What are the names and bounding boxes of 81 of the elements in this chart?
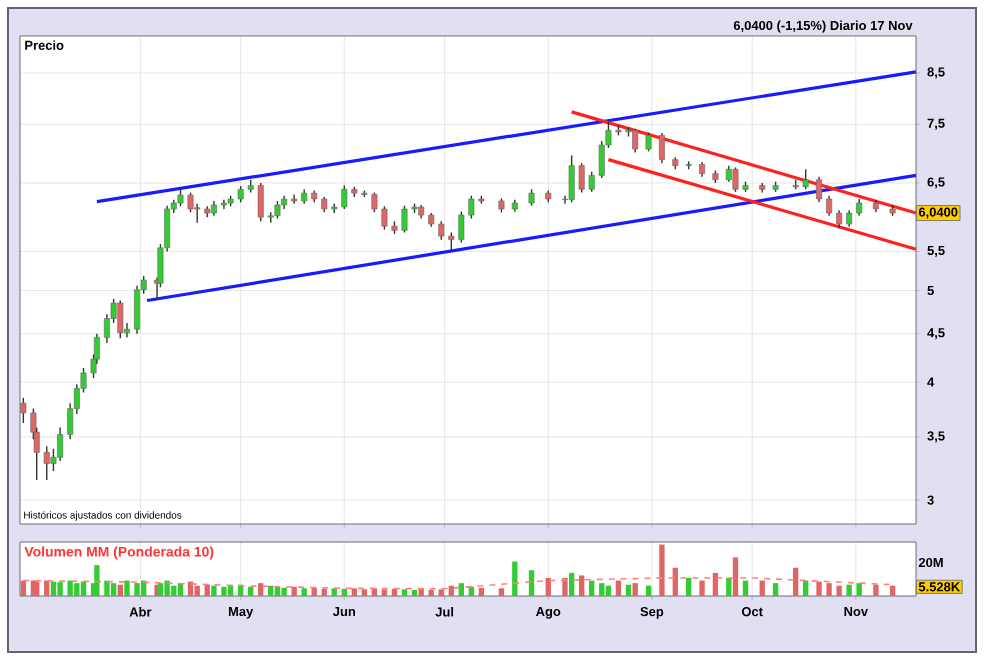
bar — [301, 588, 307, 596]
candlestick — [291, 193, 298, 205]
bar — [856, 583, 862, 596]
bar — [124, 580, 130, 596]
bar — [311, 587, 317, 596]
bar — [211, 585, 217, 596]
bar — [625, 584, 632, 596]
bar — [401, 589, 408, 596]
bar — [57, 582, 63, 596]
bar — [816, 581, 822, 596]
bar — [411, 589, 418, 596]
candlestick — [816, 175, 823, 204]
bar — [258, 583, 264, 596]
bar — [194, 585, 200, 596]
bar — [391, 588, 398, 596]
bar — [742, 580, 749, 596]
bar — [341, 588, 347, 596]
bar — [110, 583, 117, 596]
bar — [545, 578, 551, 596]
candlestick — [632, 127, 639, 154]
bar — [50, 581, 57, 596]
candlestick — [134, 284, 140, 335]
bar — [428, 589, 434, 596]
bar — [632, 583, 638, 596]
bar — [579, 575, 585, 596]
bar — [448, 585, 454, 596]
bar — [361, 589, 368, 596]
bar — [117, 584, 123, 596]
bar — [889, 585, 896, 596]
bar — [94, 565, 100, 596]
bar — [204, 584, 210, 596]
bar — [659, 544, 665, 596]
candlestick — [117, 299, 124, 340]
bar — [221, 586, 227, 596]
bar — [562, 578, 568, 596]
bar — [248, 586, 254, 596]
candlestick — [826, 195, 833, 217]
bar — [291, 586, 297, 596]
bar — [732, 557, 739, 596]
bar — [873, 584, 879, 596]
bar — [104, 580, 110, 596]
bar — [672, 567, 678, 596]
bar — [331, 588, 337, 596]
candlestick — [645, 131, 652, 153]
bar — [74, 583, 80, 596]
bar — [712, 572, 719, 596]
bar — [274, 586, 281, 596]
bar — [351, 588, 358, 596]
bar — [164, 580, 170, 596]
bar — [80, 581, 87, 596]
bar — [699, 580, 705, 596]
bar — [171, 585, 177, 596]
bar — [803, 580, 809, 596]
bar — [281, 587, 287, 596]
bar — [268, 585, 274, 596]
bar — [792, 567, 799, 596]
bar — [418, 588, 424, 596]
bar — [227, 585, 234, 596]
bar — [458, 583, 464, 596]
candlestick — [658, 132, 665, 164]
bar — [568, 572, 575, 596]
bar — [67, 580, 73, 596]
bar — [772, 583, 779, 596]
bar — [478, 587, 485, 596]
bar — [846, 584, 852, 596]
bar — [826, 583, 832, 596]
bar — [321, 588, 327, 596]
bar — [759, 580, 765, 596]
bar — [381, 589, 388, 596]
bar — [836, 585, 842, 596]
bar — [605, 585, 612, 596]
bar — [498, 588, 505, 596]
bar — [599, 583, 605, 596]
bar — [589, 580, 595, 596]
bar — [726, 578, 732, 596]
bar — [645, 585, 652, 596]
bar — [685, 578, 692, 596]
bar — [615, 580, 622, 596]
bar — [438, 589, 444, 596]
bar — [134, 583, 140, 596]
bar — [528, 570, 535, 596]
